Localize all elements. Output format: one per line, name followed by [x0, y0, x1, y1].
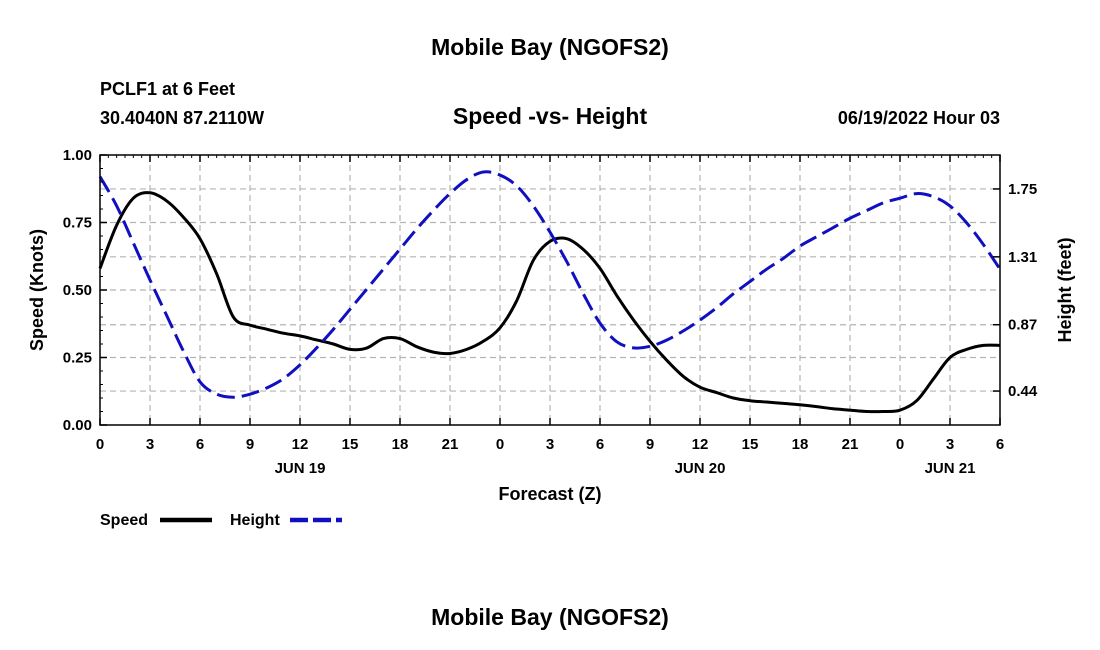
x-tick-label: 6	[996, 436, 1004, 453]
page-title: Mobile Bay (NGOFS2)	[431, 34, 669, 60]
legend: Speed Height	[100, 512, 342, 529]
y-tick-label: 0.75	[63, 215, 92, 232]
y-tick-label: 0.50	[63, 282, 92, 299]
y-tick-label: 1.00	[63, 147, 92, 164]
x-tick-label: 18	[392, 436, 409, 453]
x-tick-label: 6	[596, 436, 604, 453]
x-tick-label: 0	[496, 436, 504, 453]
y2-tick-label: 1.75	[1008, 181, 1037, 198]
y2-tick-label: 0.44	[1008, 383, 1038, 400]
station-label: PCLF1 at 6 Feet	[100, 79, 235, 99]
series-lines	[98, 170, 1002, 414]
x-tick-label: 12	[692, 436, 709, 453]
x-tick-label: 3	[946, 436, 954, 453]
x-tick-label: 9	[646, 436, 654, 453]
x-tick-label: 21	[442, 436, 459, 453]
speed-series-line	[98, 191, 1001, 414]
x-tick-label: 3	[546, 436, 554, 453]
date-label: JUN 19	[275, 460, 326, 477]
forecast-date-label: 06/19/2022 Hour 03	[838, 108, 1000, 128]
x-tick-label: 15	[342, 436, 359, 453]
x-tick-label: 0	[96, 436, 104, 453]
x-axis-label: Forecast (Z)	[498, 484, 601, 504]
gridlines	[100, 155, 1000, 425]
legend-height-label: Height	[230, 512, 280, 529]
x-tick-label: 9	[246, 436, 254, 453]
y-axis-label: Speed (Knots)	[27, 229, 47, 351]
chart-subtitle: Speed -vs- Height	[453, 103, 648, 129]
height-series-line	[98, 170, 1002, 399]
legend-speed-label: Speed	[100, 512, 148, 529]
y-tick-label: 0.25	[63, 350, 92, 367]
x-tick-label: 3	[146, 436, 154, 453]
x-tick-label: 18	[792, 436, 809, 453]
y-tick-label: 0.00	[63, 417, 92, 434]
x-tick-label: 15	[742, 436, 759, 453]
axis-ticks: 0 3 6 9 12 15 18 21 0 3 6 9 12 15 18 21 0 3 6 JUN 19 JUN 20 J…	[63, 147, 1038, 477]
y2-tick-label: 1.31	[1008, 249, 1037, 266]
x-tick-label: 12	[292, 436, 309, 453]
x-tick-label: 21	[842, 436, 859, 453]
y2-axis-label: Height (feet)	[1055, 238, 1075, 343]
location-label: 30.4040N 87.2110W	[100, 108, 264, 128]
bottom-page-title: Mobile Bay (NGOFS2)	[431, 604, 669, 630]
y2-tick-label: 0.87	[1008, 317, 1037, 334]
date-label: JUN 21	[925, 460, 976, 477]
x-tick-label: 0	[896, 436, 904, 453]
x-tick-label: 6	[196, 436, 204, 453]
date-label: JUN 20	[675, 460, 726, 477]
